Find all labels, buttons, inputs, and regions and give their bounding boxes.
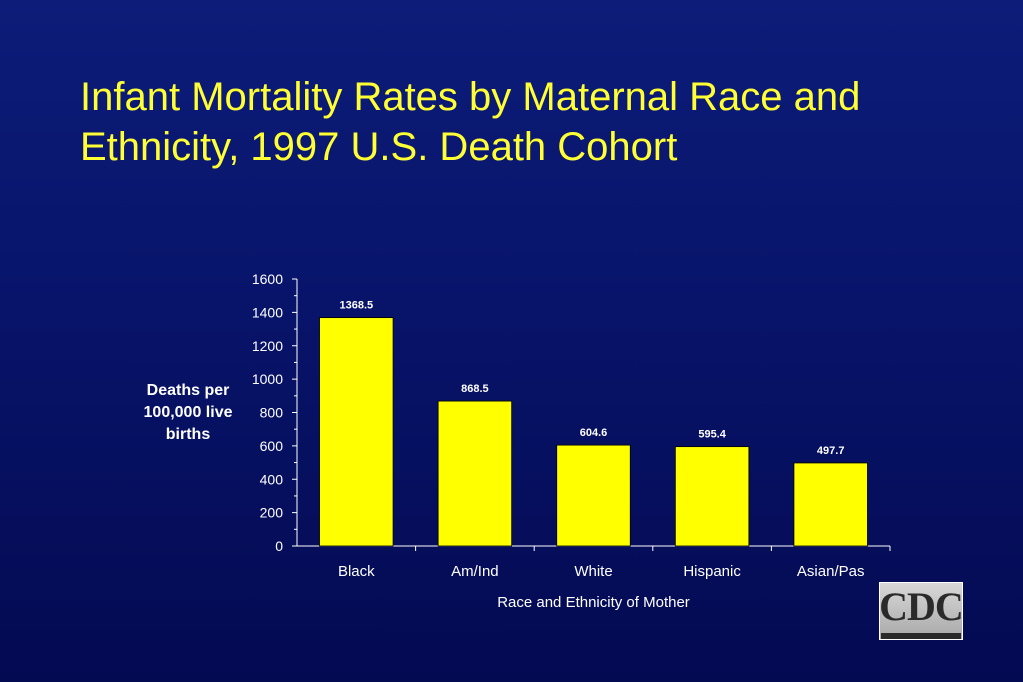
data-label: 604.6 (580, 427, 608, 439)
y-tick-label: 800 (260, 405, 284, 421)
y-tick-label: 1400 (252, 304, 283, 320)
x-tick-label: Black (338, 563, 375, 580)
y-tick-label: 0 (275, 538, 283, 554)
data-label: 497.7 (817, 445, 845, 457)
y-tick-label: 600 (260, 438, 284, 454)
cdc-logo: CDC (879, 582, 964, 640)
bar (319, 317, 394, 547)
bar (437, 400, 513, 547)
data-label: 1368.5 (339, 300, 373, 312)
y-tick-label: 1000 (252, 371, 283, 387)
y-tick-label: 1200 (252, 338, 283, 354)
x-axis-label: Race and Ethnicity of Mother (497, 594, 690, 611)
data-label: 595.4 (698, 429, 726, 441)
bar (556, 444, 631, 547)
logo-tagline-band (881, 633, 961, 639)
y-tick-label: 200 (260, 505, 284, 521)
x-tick-label: White (574, 563, 612, 580)
y-tick-label: 400 (260, 471, 284, 487)
bar (793, 462, 868, 547)
bar (674, 446, 750, 547)
x-tick-label: Hispanic (683, 563, 741, 580)
data-label: 868.5 (461, 383, 489, 395)
x-tick-label: Am/Ind (451, 563, 499, 580)
x-tick-label: Asian/Pas (797, 563, 865, 580)
y-tick-label: 1600 (252, 271, 283, 287)
logo-wordmark: CDC (879, 584, 964, 629)
y-axis-label: Deaths per 100,000 live births (143, 382, 233, 443)
slide-title: Infant Mortality Rates by Maternal Race … (80, 75, 861, 169)
